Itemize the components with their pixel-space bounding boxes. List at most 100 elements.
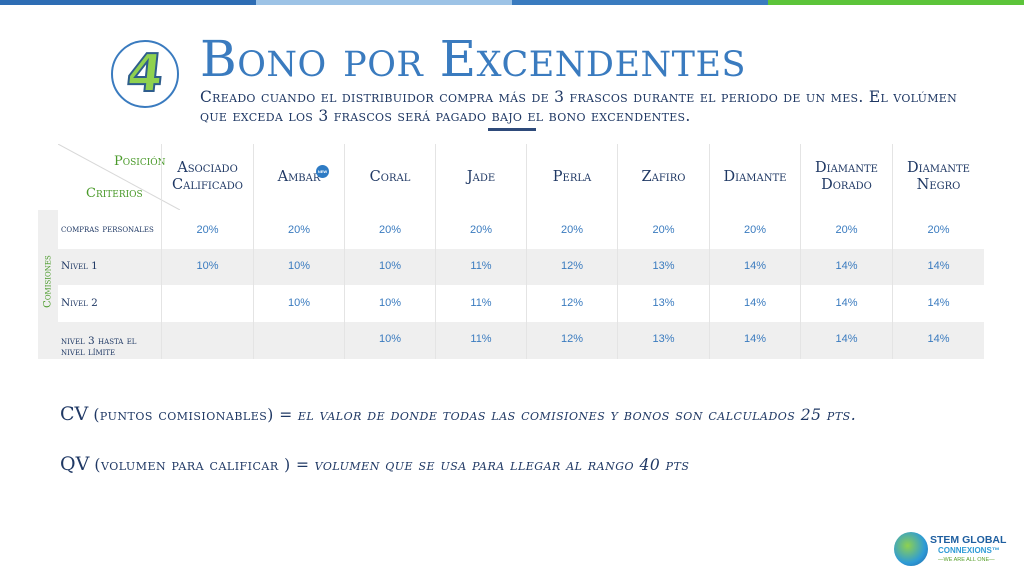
cell-value: 12% xyxy=(560,333,584,345)
cell-value: 20% xyxy=(560,224,584,236)
globe-icon xyxy=(894,532,928,566)
table-cell: 20% xyxy=(800,210,892,249)
table-cell: 10% xyxy=(344,249,435,285)
cell-value: 11% xyxy=(470,297,492,309)
row-label: Nivel 2 xyxy=(61,297,98,309)
table-cell: 20% xyxy=(709,210,800,249)
cell-value: 12% xyxy=(560,260,584,272)
table-cell: 14% xyxy=(709,322,800,359)
column-header: Diamante xyxy=(709,144,800,210)
badge-number: 4 xyxy=(123,43,167,105)
cell-value: 12% xyxy=(560,297,584,309)
cell-value: 20% xyxy=(469,224,493,236)
table-cell: 10% xyxy=(253,285,344,322)
column-header-label: Asociado Calificado xyxy=(172,160,243,193)
column-header: Coral xyxy=(344,144,435,210)
cell-value: 10% xyxy=(378,333,402,345)
cell-value: 13% xyxy=(652,333,675,345)
table-cell: 20% xyxy=(435,210,526,249)
table-cell: 11% xyxy=(435,285,526,322)
table-cell: 12% xyxy=(526,322,617,359)
cv-definition: CV (puntos comisionables) = el valor de … xyxy=(60,403,980,426)
table-cell: 20% xyxy=(526,210,617,249)
table-cell: 10% xyxy=(344,322,435,359)
qv-abbr: QV xyxy=(60,453,90,475)
column-header: Zafiro xyxy=(617,144,709,210)
cell-value: 14% xyxy=(835,297,858,309)
table-row: compras personales 20% 20% 20% 20% 20% 20% 20% 2… xyxy=(58,210,984,249)
table-cell: 14% xyxy=(800,322,892,359)
column-header-label: Jade xyxy=(466,168,496,185)
cell-value: 14% xyxy=(743,333,767,345)
cell-value: 14% xyxy=(927,297,950,309)
diagonal-divider xyxy=(58,144,180,210)
column-header-label: Perla xyxy=(552,168,592,185)
table-cell: 20% xyxy=(344,210,435,249)
column-header: Jade xyxy=(435,144,526,210)
cv-text: el valor de donde todas las comisiones y… xyxy=(297,406,857,424)
cell-value: 10% xyxy=(287,260,311,272)
cell-value: 14% xyxy=(835,333,858,345)
cell-value: 14% xyxy=(927,260,950,272)
commission-table: Posición Criterios Asociado Calificado Am… xyxy=(38,144,984,359)
cv-label: (puntos comisionables) = xyxy=(93,406,293,424)
subtitle-underline xyxy=(488,128,536,131)
column-header: Diamante Negro xyxy=(892,144,984,210)
commissions-side-label: Comisiones xyxy=(38,210,58,359)
table-corner-header: Posición Criterios xyxy=(58,144,180,210)
table-cell: 20% xyxy=(161,210,253,249)
cell-value: 10% xyxy=(196,260,219,272)
table-cell: 10% xyxy=(253,249,344,285)
cell-value: 14% xyxy=(835,260,858,272)
table-row: nivel 3 hasta el nivel límite 10% 11% 12% 13… xyxy=(58,322,984,359)
cell-value: 14% xyxy=(743,260,767,272)
column-header-label: Coral xyxy=(369,168,411,185)
table-row: Nivel 2 10% 10% 11% 12% 13% 14% 14% 14% xyxy=(58,285,984,322)
table-cell: 14% xyxy=(709,285,800,322)
table-cell: 20% xyxy=(617,210,709,249)
cell-value: 10% xyxy=(287,297,311,309)
table-cell: 14% xyxy=(892,285,984,322)
cell-value: 20% xyxy=(927,224,950,236)
logo-line-3: —WE ARE ALL ONE— xyxy=(938,557,995,563)
table-cell: 13% xyxy=(617,285,709,322)
column-header: Ambar xyxy=(253,144,344,210)
column-header-label: Diamante Negro xyxy=(907,160,970,193)
qv-text: volumen que se usa para llegar al rango … xyxy=(314,456,690,474)
row-label: compras personales xyxy=(61,223,154,235)
table-cell: 12% xyxy=(526,249,617,285)
table-cell: 20% xyxy=(253,210,344,249)
table-row: Nivel 1 10% 10% 10% 11% 12% 13% 14% 14% 14% xyxy=(58,249,984,285)
stem-global-logo: STEM GLOBAL CONNEXIONS™ —WE ARE ALL ONE— xyxy=(894,530,1010,570)
table-cell: 14% xyxy=(800,249,892,285)
qv-label: (volumen para calificar ) = xyxy=(94,456,310,474)
cell-value: 20% xyxy=(378,224,402,236)
column-header-label: Ambar xyxy=(277,168,321,185)
criteria-label: Criterios xyxy=(86,186,143,201)
cell-value: 10% xyxy=(378,260,402,272)
table-cell: 20% xyxy=(892,210,984,249)
table-cell: 14% xyxy=(892,322,984,359)
step-number-badge: 4 xyxy=(111,40,179,108)
cell-value: 11% xyxy=(470,333,492,345)
table-cell: 13% xyxy=(617,322,709,359)
cv-abbr: CV xyxy=(60,403,89,425)
column-header: Perla xyxy=(526,144,617,210)
table-cell: 14% xyxy=(709,249,800,285)
table-cell: 10% xyxy=(161,249,253,285)
row-label: nivel 3 hasta el nivel límite xyxy=(61,335,137,358)
table-cell: 14% xyxy=(800,285,892,322)
cell-value: 11% xyxy=(470,260,492,272)
table-cell xyxy=(161,322,253,359)
table-cell: 11% xyxy=(435,249,526,285)
cell-value: 13% xyxy=(652,297,675,309)
page-title: Bono por Excendentes xyxy=(200,30,747,88)
table-cell xyxy=(161,285,253,322)
table-cell: 13% xyxy=(617,249,709,285)
cell-value: 13% xyxy=(652,260,675,272)
cell-value: 20% xyxy=(287,224,311,236)
table-cell: 12% xyxy=(526,285,617,322)
cell-value: 14% xyxy=(743,297,767,309)
table-cell: 14% xyxy=(892,249,984,285)
column-header: Asociado Calificado xyxy=(161,144,253,210)
